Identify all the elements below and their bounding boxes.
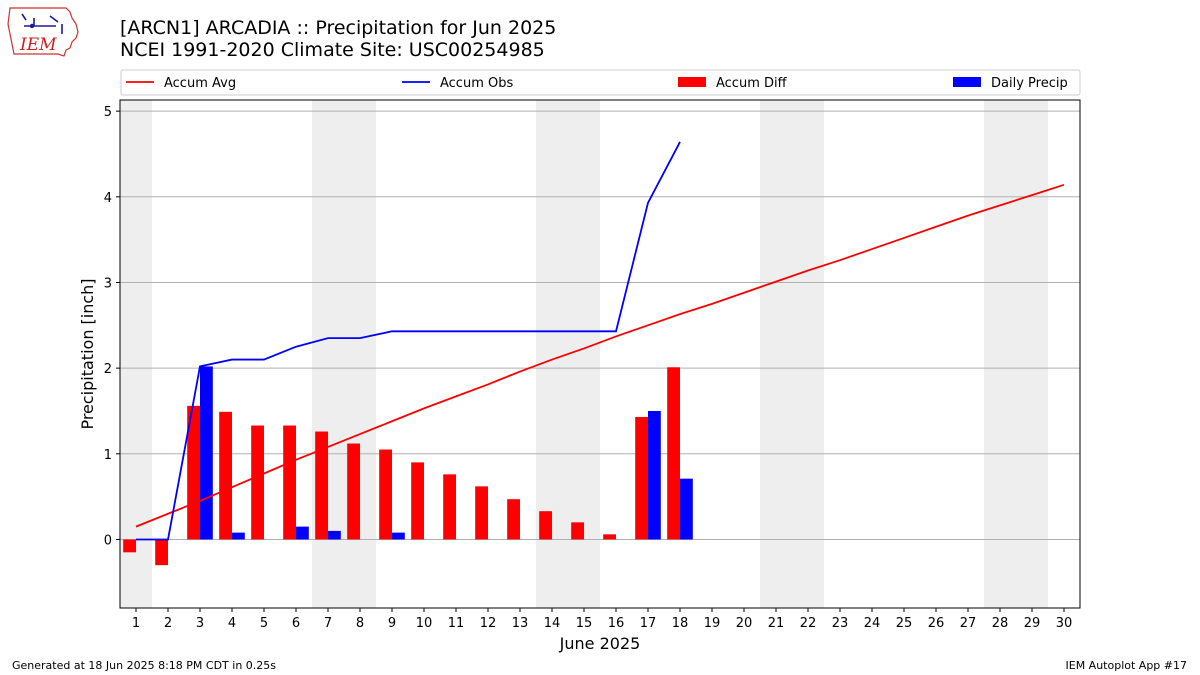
y-axis-label: Precipitation [inch] bbox=[78, 278, 97, 429]
accum-diff-bar bbox=[571, 522, 584, 540]
x-tick-label: 9 bbox=[388, 616, 396, 631]
x-tick-label: 17 bbox=[640, 616, 657, 631]
accum-diff-bar bbox=[347, 443, 360, 540]
x-tick-label: 15 bbox=[576, 616, 593, 631]
accum-diff-bar bbox=[219, 411, 232, 540]
accum-diff-bar bbox=[667, 367, 680, 540]
x-tick-label: 25 bbox=[896, 616, 913, 631]
legend-label: Daily Precip bbox=[991, 76, 1068, 91]
accum-diff-bar bbox=[411, 462, 424, 540]
generated-note: Generated at 18 Jun 2025 8:18 PM CDT in … bbox=[12, 659, 277, 672]
plot-frame bbox=[119, 99, 1081, 609]
x-tick-label: 4 bbox=[228, 616, 236, 631]
legend-bar-swatch bbox=[953, 77, 981, 87]
x-tick-label: 2 bbox=[164, 616, 172, 631]
x-tick-label: 18 bbox=[672, 616, 689, 631]
weather-station-icon bbox=[21, 13, 63, 34]
y-tick-label: 5 bbox=[104, 105, 112, 120]
daily-precip-bar bbox=[648, 410, 661, 540]
accum-diff-bar bbox=[507, 499, 520, 540]
chart-title: [ARCN1] ARCADIA :: Precipitation for Jun… bbox=[120, 17, 557, 39]
legend-box bbox=[120, 69, 1081, 96]
daily-precip-bar bbox=[200, 366, 213, 540]
x-tick-label: 27 bbox=[960, 616, 977, 631]
daily-precip-bar bbox=[296, 526, 309, 540]
x-tick-label: 1 bbox=[132, 616, 140, 631]
x-tick-label: 23 bbox=[832, 616, 849, 631]
y-tick-label: 1 bbox=[104, 448, 112, 463]
weekend-shade bbox=[120, 100, 152, 608]
x-tick-label: 6 bbox=[292, 616, 300, 631]
accum-avg-line bbox=[135, 183, 1065, 528]
accum-diff-bar bbox=[443, 474, 456, 540]
x-tick-label: 5 bbox=[260, 616, 268, 631]
daily-precip-bar bbox=[232, 532, 245, 540]
x-tick-label: 11 bbox=[448, 616, 465, 631]
weekend-shade bbox=[760, 100, 824, 608]
accum-obs-line bbox=[136, 141, 681, 541]
x-tick-label: 10 bbox=[416, 616, 433, 631]
x-tick-label: 12 bbox=[480, 616, 497, 631]
y-tick-label: 2 bbox=[104, 362, 112, 377]
x-axis: 1 2 3 4 5 6 7 8 9 10 11 12 13 14 15 16 17 18 19 20 21 22 23 24 2… bbox=[132, 608, 1072, 631]
gridlines bbox=[120, 110, 1080, 540]
daily-precip-bar bbox=[680, 478, 693, 540]
series-lines bbox=[135, 141, 1065, 541]
accum-diff-bar bbox=[379, 449, 392, 540]
y-tick-label: 0 bbox=[104, 533, 112, 548]
app-credit: IEM Autoplot App #17 bbox=[1065, 659, 1188, 672]
iem-logo: IEM bbox=[7, 7, 79, 57]
legend-label: Accum Obs bbox=[440, 76, 513, 91]
x-tick-label: 3 bbox=[196, 616, 204, 631]
x-tick-label: 13 bbox=[512, 616, 529, 631]
weekend-shading bbox=[120, 100, 1048, 608]
accum-diff-bar bbox=[603, 534, 616, 540]
x-tick-label: 14 bbox=[544, 616, 561, 631]
accum-diff-bar bbox=[283, 425, 296, 540]
x-tick-label: 28 bbox=[992, 616, 1009, 631]
accum-diff-bar bbox=[539, 511, 552, 540]
accum-diff-bar bbox=[635, 416, 648, 540]
logo-text: IEM bbox=[19, 35, 57, 55]
accum-diff-bar bbox=[475, 486, 488, 540]
sensor-dot-icon bbox=[29, 23, 35, 29]
legend: Accum Avg Accum Obs Accum Diff Daily Precip bbox=[120, 69, 1081, 96]
x-tick-label: 8 bbox=[356, 616, 364, 631]
accum-diff-bar bbox=[251, 425, 264, 540]
x-tick-label: 30 bbox=[1056, 616, 1073, 631]
accum-diff-bar bbox=[315, 431, 328, 540]
x-tick-label: 7 bbox=[324, 616, 332, 631]
x-tick-label: 24 bbox=[864, 616, 881, 631]
chart-subtitle: NCEI 1991-2020 Climate Site: USC00254985 bbox=[120, 39, 545, 61]
x-tick-label: 16 bbox=[608, 616, 625, 631]
y-axis: 0 1 2 3 4 5 bbox=[104, 105, 120, 548]
x-axis-label: June 2025 bbox=[559, 634, 641, 653]
legend-label: Accum Avg bbox=[164, 76, 236, 91]
legend-bar-swatch bbox=[678, 77, 706, 87]
y-tick-label: 3 bbox=[104, 276, 112, 291]
accum-diff-bar bbox=[123, 539, 136, 553]
accum-diff-bar bbox=[155, 539, 168, 566]
x-tick-label: 29 bbox=[1024, 616, 1041, 631]
daily-precip-bar bbox=[328, 530, 341, 540]
accum-diff-bar bbox=[187, 405, 200, 540]
bars bbox=[123, 366, 693, 566]
daily-precip-bar bbox=[392, 532, 405, 540]
weekend-shade bbox=[984, 100, 1048, 608]
x-tick-label: 26 bbox=[928, 616, 945, 631]
x-tick-label: 21 bbox=[768, 616, 785, 631]
x-tick-label: 19 bbox=[704, 616, 721, 631]
y-tick-label: 4 bbox=[104, 191, 112, 206]
legend-label: Accum Diff bbox=[716, 76, 788, 91]
x-tick-label: 22 bbox=[800, 616, 817, 631]
x-tick-label: 20 bbox=[736, 616, 753, 631]
